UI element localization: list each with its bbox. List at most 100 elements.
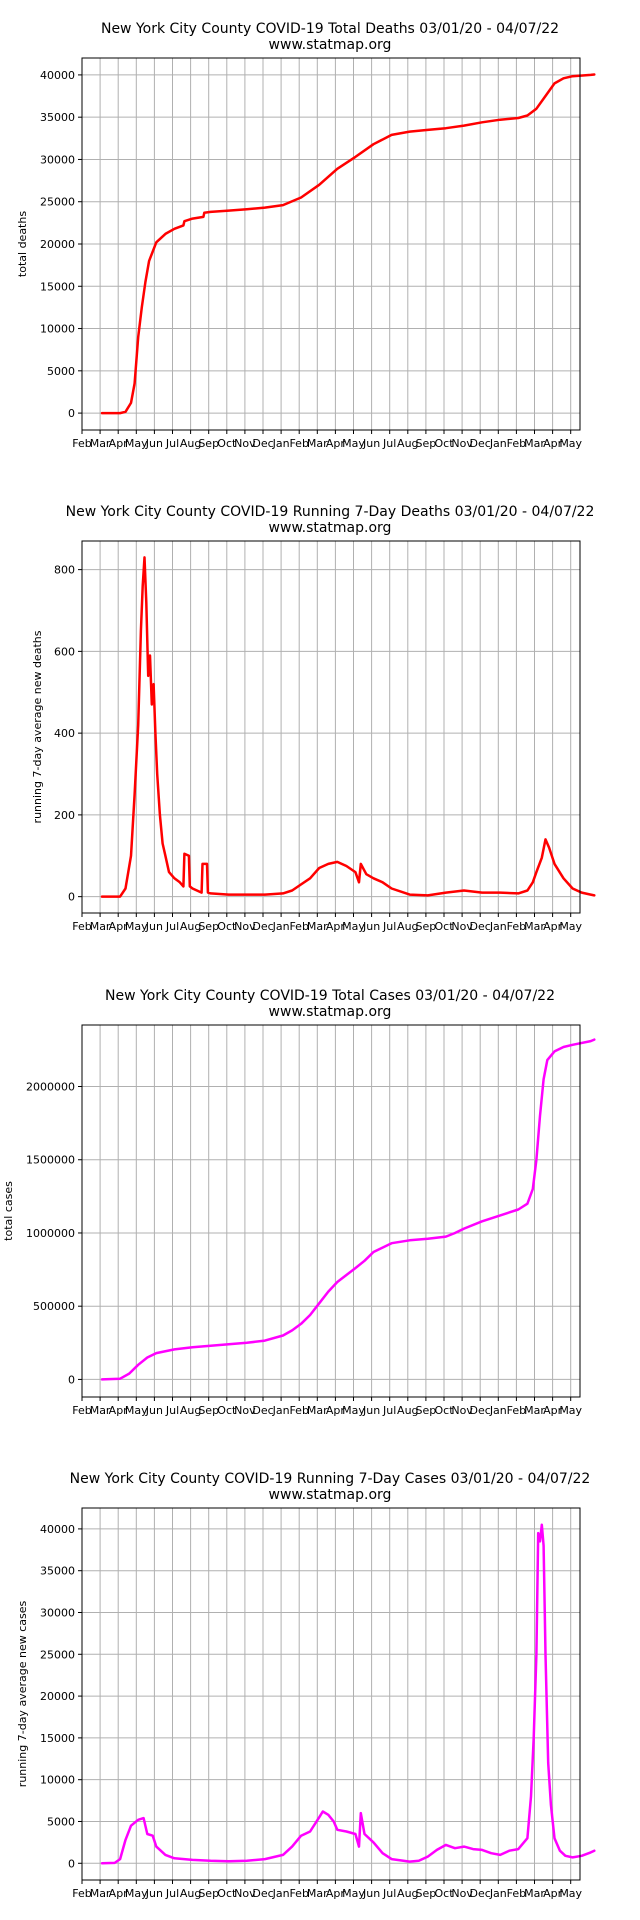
x-tick-label: Feb [507,437,526,450]
x-tick-label: Oct [217,437,237,450]
chart-subtitle: www.statmap.org [269,37,392,53]
x-tick-label: Jul [165,1887,179,1900]
y-tick-label: 15000 [40,280,75,293]
chart-title: New York City County COVID-19 Total Case… [105,988,555,1004]
x-tick-label: Jun [145,1404,163,1417]
x-tick-label: Jun [362,1404,380,1417]
x-tick-label: Nov [451,437,473,450]
x-tick-label: Jul [382,1404,396,1417]
x-tick-label: Mar [307,920,328,933]
y-tick-label: 10000 [40,1774,75,1787]
y-tick-label: 25000 [40,196,75,209]
x-tick-label: Dec [252,437,273,450]
x-tick-label: Jun [145,1887,163,1900]
y-tick-label: 30000 [40,153,75,166]
y-tick-label: 0 [68,1373,75,1386]
x-tick-label: Jun [145,437,163,450]
chart-2: New York City County COVID-19 Running 7-… [31,504,596,933]
x-tick-label: Oct [434,920,454,933]
plot-frame [81,57,581,431]
x-tick-label: Oct [217,1887,237,1900]
x-tick-label: May [342,437,365,450]
y-tick-label: 500000 [33,1300,75,1313]
x-tick-label: Sep [198,1887,219,1900]
x-tick-label: Apr [543,1887,563,1900]
x-tick-label: Apr [326,920,346,933]
y-axis-label: running 7-day average new cases [16,1601,29,1788]
x-tick-label: Dec [252,1404,273,1417]
x-tick-label: Mar [90,437,111,450]
x-tick-label: May [342,1404,365,1417]
x-tick-label: Jul [382,1887,396,1900]
x-tick-label: May [125,437,148,450]
x-tick-label: Jun [362,1887,380,1900]
x-tick-label: Sep [416,1404,437,1417]
x-tick-label: Jan [272,1887,290,1900]
x-tick-label: Jul [382,920,396,933]
y-tick-label: 0 [68,1857,75,1870]
x-tick-label: May [342,1887,365,1900]
chart-3: New York City County COVID-19 Total Case… [2,988,596,1417]
x-tick-label: Jun [362,920,380,933]
plot-area [82,1025,580,1397]
plot-frame [81,1507,581,1881]
x-tick-label: Mar [524,1404,545,1417]
x-tick-label: Mar [90,1404,111,1417]
series-line [100,1523,596,1865]
x-tick-label: Aug [397,1404,418,1417]
chart-title: New York City County COVID-19 Total Deat… [101,21,559,37]
x-tick-label: Sep [198,920,219,933]
x-tick-label: Apr [543,1404,563,1417]
x-tick-label: Apr [326,437,346,450]
series-line [100,1038,596,1381]
chart-subtitle: www.statmap.org [269,520,392,536]
x-tick-label: Jan [272,1404,290,1417]
x-tick-label: Nov [451,920,473,933]
x-tick-label: May [125,1887,148,1900]
x-tick-label: Apr [543,920,563,933]
chart-title: New York City County COVID-19 Running 7-… [66,504,595,520]
x-tick-label: Aug [180,1887,201,1900]
x-tick-label: Jul [165,437,179,450]
y-tick-label: 0 [68,407,75,420]
y-tick-label: 35000 [40,111,75,124]
x-tick-label: Dec [252,1887,273,1900]
x-tick-label: Jul [165,1404,179,1417]
y-tick-label: 2000000 [26,1081,75,1094]
y-tick-label: 10000 [40,323,75,336]
x-tick-label: Dec [470,437,491,450]
series-line [100,556,596,898]
y-tick-label: 400 [54,727,75,740]
y-tick-label: 35000 [40,1565,75,1578]
plot-area [82,541,580,913]
y-tick-label: 25000 [40,1648,75,1661]
x-tick-label: Oct [434,1887,454,1900]
y-tick-label: 15000 [40,1732,75,1745]
x-tick-label: Jan [489,437,507,450]
y-tick-label: 5000 [47,365,75,378]
x-tick-label: Dec [470,1404,491,1417]
chart-1: New York City County COVID-19 Total Deat… [16,21,596,450]
y-tick-label: 30000 [40,1606,75,1619]
chart-4: New York City County COVID-19 Running 7-… [16,1471,596,1900]
x-tick-label: May [559,1887,582,1900]
plot-frame [81,540,581,914]
x-tick-label: Sep [416,920,437,933]
x-tick-label: Oct [217,1404,237,1417]
x-tick-label: Mar [307,1404,328,1417]
x-tick-label: May [559,437,582,450]
x-tick-label: Nov [234,437,256,450]
y-tick-label: 20000 [40,238,75,251]
x-tick-label: Nov [234,1887,256,1900]
x-tick-label: May [559,1404,582,1417]
x-tick-label: Jan [272,437,290,450]
x-tick-label: Mar [307,1887,328,1900]
x-tick-label: Apr [543,437,563,450]
x-tick-label: Feb [289,1887,308,1900]
y-tick-label: 5000 [47,1815,75,1828]
x-tick-label: Jun [145,920,163,933]
x-tick-label: Mar [524,1887,545,1900]
x-tick-label: Dec [252,920,273,933]
x-tick-label: Mar [90,920,111,933]
